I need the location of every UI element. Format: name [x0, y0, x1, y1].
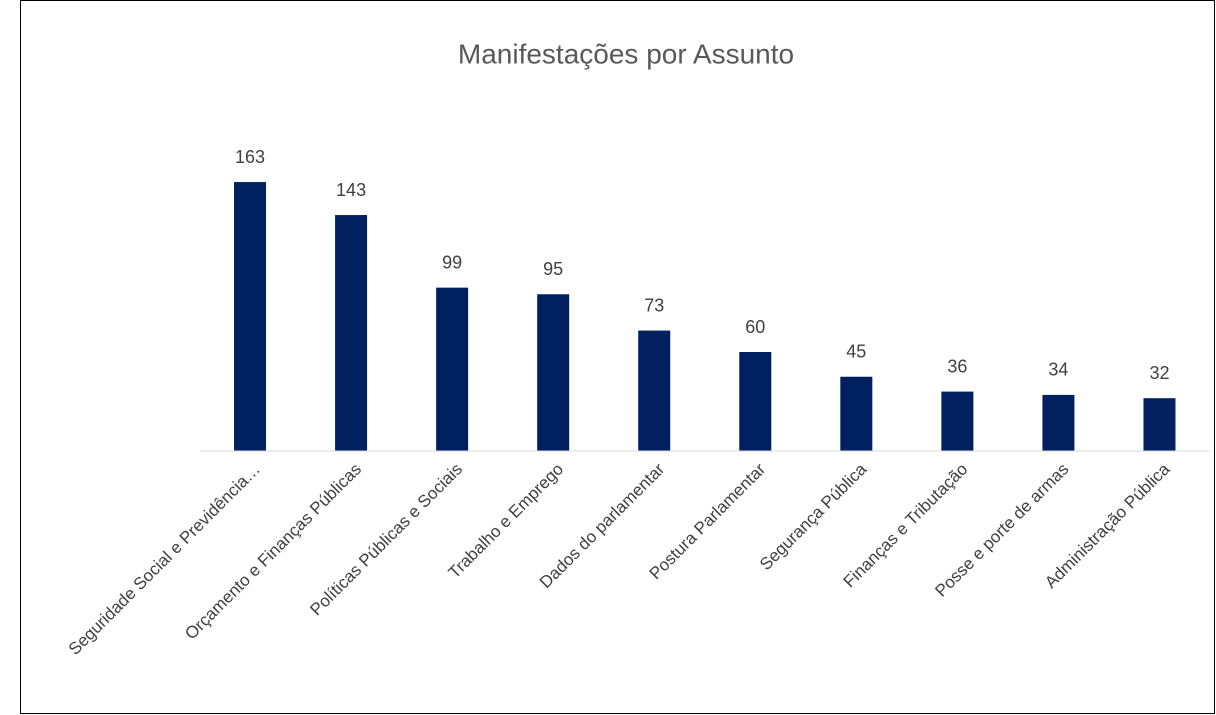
bar [234, 182, 267, 452]
data-label: 99 [442, 252, 462, 272]
bar [840, 376, 873, 451]
data-label: 143 [336, 180, 366, 200]
chart-title: Manifestações por Assunto [458, 38, 794, 69]
data-label: 45 [846, 342, 866, 362]
data-label: 95 [543, 259, 563, 279]
bar [1042, 394, 1075, 451]
bar [436, 287, 469, 451]
bar [941, 391, 974, 451]
chart-frame [20, 0, 1215, 714]
data-label: 34 [1048, 360, 1068, 380]
bar [739, 352, 772, 451]
data-label: 32 [1149, 363, 1169, 383]
bar [638, 330, 671, 451]
data-label: 73 [644, 295, 664, 315]
data-label: 163 [235, 147, 265, 167]
data-label: 60 [745, 317, 765, 337]
bar [1143, 398, 1176, 451]
bar [537, 294, 570, 451]
data-label: 36 [947, 356, 967, 376]
bar [335, 215, 368, 451]
